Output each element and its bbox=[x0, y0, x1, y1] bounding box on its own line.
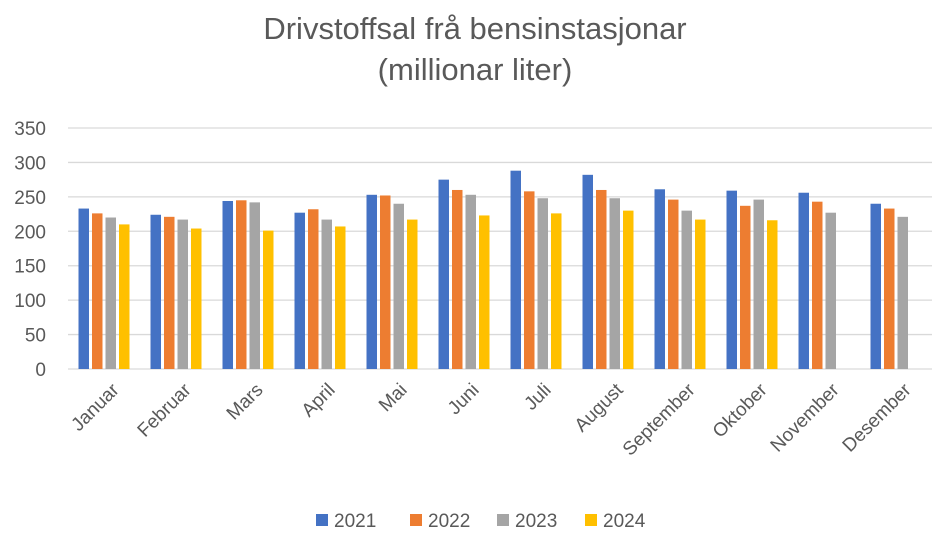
bar-2021-januar bbox=[78, 208, 89, 369]
bar-2022-september bbox=[668, 199, 679, 369]
legend-label: 2023 bbox=[515, 511, 557, 532]
x-category-label: September bbox=[619, 379, 700, 460]
bar-2024-mars bbox=[263, 230, 274, 369]
bar-2022-juli bbox=[524, 191, 535, 369]
bar-2023-mai bbox=[393, 203, 404, 369]
bar-2024-januar bbox=[119, 224, 130, 369]
bar-2023-april bbox=[321, 219, 332, 369]
bar-2023-mars bbox=[249, 202, 260, 369]
x-category-label: April bbox=[298, 380, 340, 422]
x-category-label: Oktober bbox=[709, 379, 772, 442]
legend-item-2023: 2023 bbox=[497, 511, 557, 532]
legend: 2021 2022 2023 2024 bbox=[316, 511, 646, 532]
bar-2021-mars bbox=[222, 200, 233, 369]
bar-2021-april bbox=[294, 212, 305, 369]
bar-2022-oktober bbox=[740, 205, 751, 369]
bar-2022-januar bbox=[92, 213, 103, 369]
chart-title-line-2: (millionar liter) bbox=[378, 52, 573, 87]
bar-2021-juni bbox=[438, 179, 449, 369]
legend-item-2024: 2024 bbox=[585, 511, 646, 532]
y-tick-label: 0 bbox=[35, 360, 46, 381]
x-category-label: Desember bbox=[839, 379, 916, 456]
bar-2023-august bbox=[609, 198, 620, 369]
legend-swatch bbox=[316, 514, 328, 526]
bar-2024-juni bbox=[479, 215, 490, 369]
bar-2023-desember bbox=[897, 216, 908, 369]
x-category-label: Juli bbox=[521, 380, 556, 415]
legend-label: 2022 bbox=[428, 511, 470, 532]
bar-2022-mars bbox=[236, 200, 247, 369]
bar-2024-mai bbox=[407, 219, 418, 369]
x-axis-category-labels: Januar Februar Mars April Mai Juni Juli AugustS… bbox=[68, 379, 916, 460]
chart-title-line-1: Drivstoffsal frå bensinstasjonar bbox=[263, 11, 686, 46]
bar-2024-oktober bbox=[767, 220, 778, 369]
bar-2023-januar bbox=[105, 217, 116, 369]
legend-swatch bbox=[585, 514, 597, 526]
y-tick-label: 350 bbox=[14, 119, 46, 140]
bar-2023-november bbox=[825, 212, 836, 369]
gridlines bbox=[68, 127, 932, 370]
bar-2021-desember bbox=[870, 203, 881, 369]
bar-2023-juli bbox=[537, 198, 548, 369]
legend-label: 2024 bbox=[603, 511, 646, 532]
y-tick-label: 250 bbox=[14, 188, 46, 209]
bar-2023-juni bbox=[465, 194, 476, 369]
legend-item-2021: 2021 bbox=[316, 511, 376, 532]
y-tick-label: 300 bbox=[14, 153, 46, 174]
bar-2021-november bbox=[798, 192, 809, 369]
bar-2021-februar bbox=[150, 214, 161, 369]
bar-2022-juni bbox=[452, 189, 463, 369]
legend-label: 2021 bbox=[334, 511, 376, 532]
x-category-label: Februar bbox=[134, 379, 196, 441]
bar-2023-oktober bbox=[753, 199, 764, 369]
bar-2024-juli bbox=[551, 213, 562, 369]
bar-2023-september bbox=[681, 210, 692, 369]
x-category-label: Mai bbox=[375, 380, 412, 417]
y-tick-label: 150 bbox=[14, 257, 46, 278]
y-tick-label: 100 bbox=[14, 291, 46, 312]
bar-2023-februar bbox=[177, 219, 188, 369]
x-category-label: Mars bbox=[223, 380, 268, 425]
bar-2022-februar bbox=[164, 216, 175, 369]
bar-2024-februar bbox=[191, 228, 202, 369]
bar-2021-september bbox=[654, 189, 665, 369]
bar-2024-april bbox=[335, 226, 346, 369]
y-axis-tick-labels: 0 50 100 150 200 250 300 350 bbox=[14, 119, 46, 381]
bar-2022-august bbox=[596, 189, 607, 369]
bar-2024-august bbox=[623, 210, 634, 369]
bar-2021-august bbox=[582, 174, 593, 369]
bar-2021-oktober bbox=[726, 190, 737, 369]
bars bbox=[78, 170, 908, 369]
x-category-label: Juni bbox=[444, 380, 483, 419]
y-tick-label: 50 bbox=[25, 326, 46, 347]
bar-2022-november bbox=[812, 201, 823, 369]
x-category-label: November bbox=[767, 379, 844, 456]
legend-swatch bbox=[410, 514, 422, 526]
bar-2024-september bbox=[695, 219, 706, 369]
bar-2022-mai bbox=[380, 195, 391, 369]
x-category-label: Januar bbox=[68, 379, 124, 435]
bar-2021-juli bbox=[510, 170, 521, 369]
bar-2021-mai bbox=[366, 194, 377, 369]
bar-2022-desember bbox=[884, 208, 895, 369]
bar-2022-april bbox=[308, 209, 319, 369]
y-tick-label: 200 bbox=[14, 222, 46, 243]
legend-item-2022: 2022 bbox=[410, 511, 470, 532]
x-category-label: August bbox=[571, 379, 628, 436]
legend-swatch bbox=[497, 514, 509, 526]
